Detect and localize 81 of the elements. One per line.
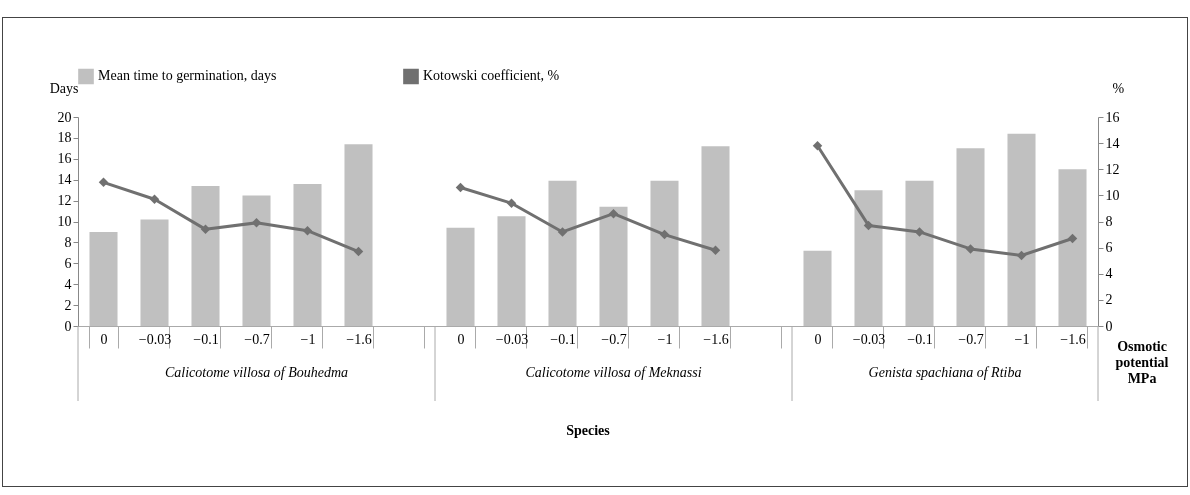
- text: Calicotome villosa of Meknassi: [525, 365, 702, 380]
- y-tick-label: 4: [64, 276, 72, 292]
- bar: [242, 195, 271, 326]
- y-tick-label: 12: [57, 193, 72, 209]
- y2-axis-title: %: [1112, 80, 1125, 96]
- point: [710, 245, 721, 255]
- y2-tick-label: 12: [1105, 161, 1120, 177]
- point: [863, 220, 874, 231]
- point: [200, 224, 211, 235]
- bar: [854, 190, 883, 326]
- text: Species: [566, 423, 611, 438]
- x-tick-label: −0.03: [495, 331, 529, 347]
- y-tick-label: 2: [64, 297, 72, 313]
- point: [98, 177, 109, 188]
- point: [506, 198, 517, 208]
- point: [149, 194, 160, 205]
- y2-tick-label: 16: [1105, 109, 1120, 125]
- x-tick-label: −1: [657, 331, 673, 347]
- y-tick-label: 20: [57, 109, 72, 125]
- bar: [89, 231, 118, 326]
- bar: [599, 206, 628, 326]
- bar: [548, 180, 577, 326]
- x-tick-label: 0: [100, 331, 108, 347]
- text: Osmotic potential MPa: [1115, 339, 1169, 386]
- y2-tick-label: 2: [1105, 292, 1113, 308]
- text: Calicotome villosa of Bouhedma: [164, 365, 349, 380]
- y-tick-label: 16: [57, 151, 72, 167]
- point: [608, 208, 619, 219]
- y2-tick-label: 4: [1105, 266, 1113, 282]
- text: Genista spachiana of Rtiba: [868, 365, 1022, 380]
- x-tick-label: 0: [457, 331, 465, 347]
- x-tick-label: −1: [300, 331, 316, 347]
- y2-tick-label: 6: [1105, 240, 1113, 256]
- bar: [140, 219, 169, 326]
- point: [557, 227, 568, 237]
- x-tick-label: −1.6: [346, 331, 372, 347]
- x-tick-label: −0.1: [550, 331, 576, 347]
- x-tick-label: −0.03: [138, 331, 172, 347]
- y2-tick-label: 8: [1105, 214, 1113, 229]
- legend-label: Kotowski coefficient, %: [423, 68, 560, 84]
- bar: [701, 146, 730, 326]
- y-tick-label: 8: [64, 234, 72, 250]
- point: [251, 218, 262, 228]
- bar: [293, 183, 322, 326]
- x-tick-label: −0.1: [193, 331, 219, 347]
- x-tick-label: −0.7: [958, 331, 984, 347]
- x-tick-label: −1.6: [1060, 331, 1086, 347]
- y2-tick-label: 0: [1105, 318, 1113, 334]
- bar: [905, 180, 934, 326]
- bar: [344, 144, 373, 326]
- bar: [956, 148, 985, 326]
- x-tick-label: −0.03: [852, 331, 886, 347]
- bar: [191, 185, 220, 326]
- y2-tick-label: 14: [1105, 135, 1120, 151]
- point: [1016, 250, 1027, 261]
- x-tick-label: −1.6: [703, 331, 729, 347]
- point: [455, 182, 466, 193]
- y-tick-label: 18: [57, 130, 72, 146]
- x-tick-label: −0.7: [601, 331, 627, 347]
- bar: [803, 250, 832, 326]
- bar: [1058, 169, 1087, 326]
- point: [1067, 233, 1078, 244]
- y-tick-label: 0: [64, 318, 72, 334]
- point: [302, 225, 313, 236]
- bar: [650, 180, 679, 326]
- x-tick-label: −0.1: [907, 331, 933, 347]
- x-tick-label: −0.7: [244, 331, 270, 347]
- point: [353, 246, 364, 257]
- legend-label: Mean time to germination, days: [98, 68, 277, 84]
- bar: [446, 227, 475, 326]
- y-tick-label: 10: [57, 214, 72, 229]
- x-tick-label: −1: [1014, 331, 1030, 347]
- x-tick-label: 0: [814, 331, 822, 347]
- y-tick-label: 14: [57, 172, 72, 188]
- point: [812, 140, 823, 151]
- y2-tick-label: 10: [1105, 187, 1120, 203]
- y-axis-title: Days: [49, 80, 79, 96]
- point: [659, 229, 670, 240]
- y-tick-label: 6: [64, 255, 72, 271]
- bar: [497, 216, 526, 326]
- bar: [1007, 133, 1036, 326]
